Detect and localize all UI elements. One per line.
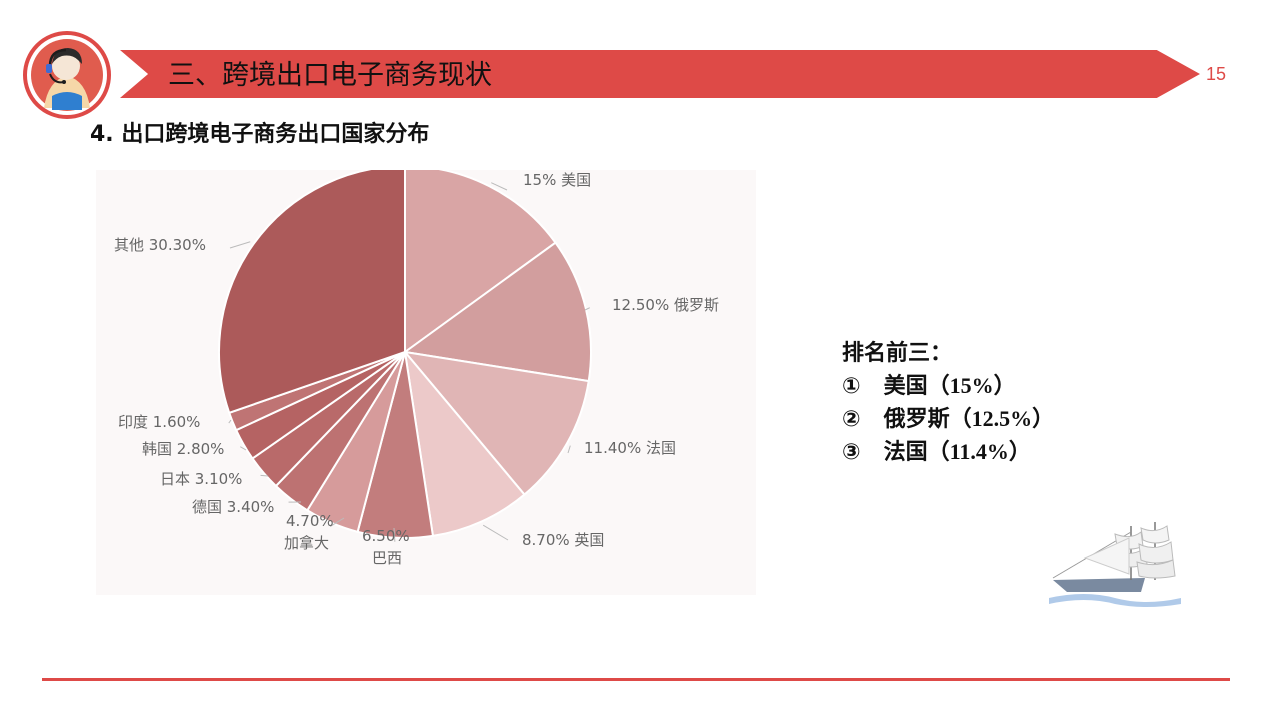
rank-marker-3: ③ — [842, 440, 861, 465]
slice-label-5: 6.50%巴西 — [362, 527, 410, 567]
rank-value-3: （11.4%） — [927, 439, 1031, 464]
pie-chart-svg: 15% 美国 12.50% 俄罗斯 11.40% 法国 8.70% 英国 6.50%巴西… — [114, 170, 719, 567]
slice-label-11: 其他 30.30% — [114, 236, 206, 254]
summary-item-1: ① 美国（15%） — [842, 370, 1054, 403]
leader-line-3 — [567, 445, 571, 454]
leader-line-10 — [228, 419, 232, 424]
slice-label-4: 8.70% 英国 — [522, 531, 604, 549]
sailing-ship-icon — [1049, 522, 1181, 607]
slice-label-3: 11.40% 法国 — [584, 439, 676, 457]
customer-service-agent-icon — [23, 31, 111, 119]
slice-label-7: 德国 3.40% — [192, 498, 274, 516]
title-ribbon — [120, 50, 1200, 98]
page-number: 15 — [1206, 64, 1227, 84]
leader-line-4 — [482, 524, 509, 541]
section-title: 三、跨境出口电子商务现状 — [168, 60, 492, 91]
summary-item-2: ② 俄罗斯（12.5%） — [842, 403, 1054, 436]
rank-marker-1: ① — [842, 374, 861, 399]
pie-slice-1 — [404, 170, 557, 354]
pie-slice-2 — [402, 241, 592, 383]
pie-slice-4 — [403, 348, 526, 538]
rank-name-1: 美国 — [883, 374, 928, 399]
leader-line-11 — [229, 241, 251, 249]
pie-chart: 15% 美国 12.50% 俄罗斯 11.40% 法国 8.70% 英国 6.50%巴西… — [96, 170, 756, 595]
slide-subtitle: 4. 出口跨境电子商务出口国家分布 — [90, 122, 430, 147]
rank-marker-2: ② — [842, 407, 861, 432]
rank-value-1: （15%） — [927, 373, 1016, 398]
rank-name-2: 俄罗斯 — [883, 407, 950, 432]
top-three-summary: 排名前三： ① 美国（15%） ② 俄罗斯（12.5%） ③ 法国（11.4%） — [842, 338, 1054, 469]
pie-slice-11 — [218, 170, 406, 415]
summary-item-3: ③ 法国（11.4%） — [842, 436, 1054, 469]
header-banner: 三、跨境出口电子商务现状 15 — [0, 0, 1280, 120]
slice-label-10: 印度 1.60% — [118, 413, 200, 431]
slice-label-8: 日本 3.10% — [160, 470, 242, 488]
slice-label-1: 15% 美国 — [523, 171, 591, 189]
leader-line-9 — [240, 446, 247, 451]
rank-value-2: （12.5%） — [949, 406, 1055, 431]
bottom-divider — [42, 678, 1230, 681]
leader-line-2 — [584, 307, 590, 311]
slice-label-6: 4.70%加拿大 — [284, 512, 334, 552]
rank-name-3: 法国 — [883, 440, 928, 465]
leader-line-6 — [329, 517, 345, 528]
pie-slice-3 — [402, 350, 590, 496]
summary-heading: 排名前三： — [842, 341, 953, 366]
slice-label-2: 12.50% 俄罗斯 — [612, 296, 719, 314]
leader-line-5 — [393, 527, 396, 542]
leader-line-8 — [260, 474, 269, 477]
slice-label-9: 韩国 2.80% — [142, 440, 224, 458]
leader-line-1 — [491, 182, 508, 191]
